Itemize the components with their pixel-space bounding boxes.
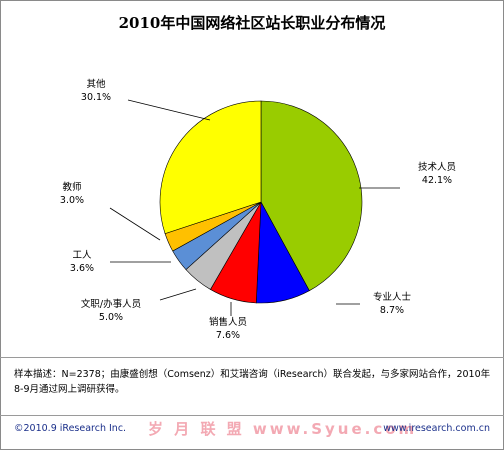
divider-bottom: [0, 415, 504, 416]
slice-label-clerical: 文职/办事人员: [81, 298, 141, 310]
slice-value-sales: 7.6%: [216, 330, 240, 341]
leader-line-teacher: [109, 207, 161, 241]
slice-value-clerical: 5.0%: [99, 312, 123, 323]
site-url-link[interactable]: www.iresearch.com.cn: [383, 423, 490, 434]
sample-note: 样本描述：N=2378；由康盛创想（Comsenz）和艾瑞咨询（iResearc…: [14, 369, 491, 395]
slice-value-teacher: 3.0%: [60, 195, 84, 206]
slice-label-teacher: 教师: [62, 181, 81, 193]
slice-value-worker: 3.6%: [70, 263, 94, 274]
copyright-text: ©2010.9 iResearch Inc.: [14, 423, 127, 434]
pie-slice-technical: [260, 100, 363, 292]
pie-slice-other: [159, 100, 262, 235]
divider-top: [0, 357, 504, 358]
slice-value-professional: 8.7%: [380, 305, 404, 316]
chart-title: 2010年中国网络社区站长职业分布情况: [118, 14, 386, 32]
slice-label-other: 其他: [86, 78, 106, 90]
leader-line-other: [127, 99, 211, 121]
slice-label-technical: 技术人员: [418, 161, 456, 173]
slice-value-technical: 42.1%: [422, 175, 452, 186]
leader-line-clerical: [159, 288, 197, 301]
slice-value-other: 30.1%: [81, 92, 111, 103]
slice-label-professional: 专业人士: [373, 291, 412, 303]
slice-label-worker: 工人: [72, 250, 92, 261]
slice-label-sales: 销售人员: [209, 316, 247, 328]
watermark-text: 岁 月 联 盟 www.Syue.com: [148, 420, 418, 438]
